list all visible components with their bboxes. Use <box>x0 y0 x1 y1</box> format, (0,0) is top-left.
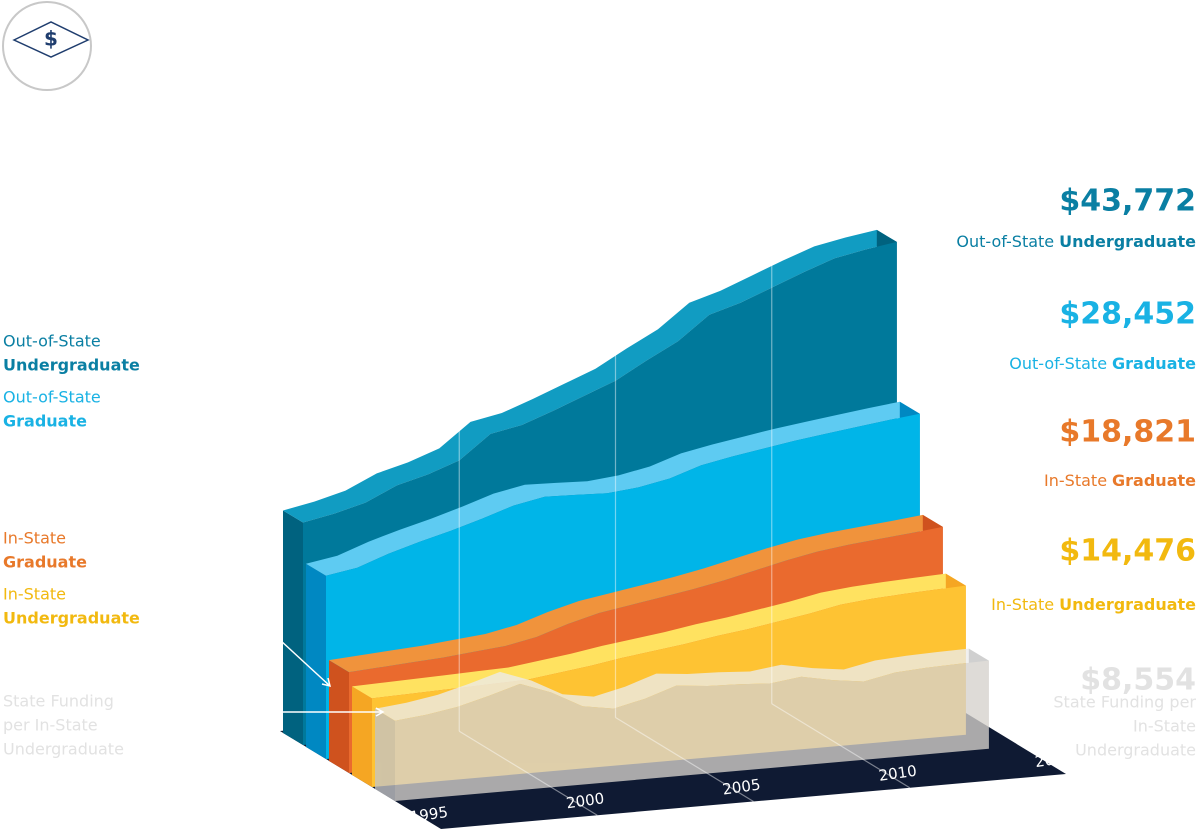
legend-label: Undergraduate <box>3 609 140 628</box>
end-label: In-State Graduate <box>1044 471 1196 490</box>
legend-label: In-State <box>3 529 66 548</box>
legend-label: Out-of-State <box>3 332 101 351</box>
legend-label: per In-State <box>3 716 98 735</box>
legend-label: Out-of-State <box>3 388 101 407</box>
arrows <box>279 639 385 717</box>
end-label: In-State <box>1133 717 1196 736</box>
x-tick-label: 2015 <box>1034 748 1074 771</box>
x-tick-label: 2005 <box>721 775 761 798</box>
end-label-part: In-State <box>1044 471 1107 490</box>
end-label: Undergraduate <box>1075 741 1196 760</box>
end-label-part: Out-of-State <box>956 232 1054 251</box>
legend-label: In-State <box>3 585 66 604</box>
end-label-part: Undergraduate <box>1059 595 1196 614</box>
end-label: State Funding per <box>1053 693 1196 712</box>
x-tick-label: 2010 <box>878 762 918 785</box>
legend-label: Undergraduate <box>3 356 140 375</box>
grid-line <box>615 716 754 803</box>
layer-top <box>329 514 943 673</box>
end-value-label: $14,476 <box>1059 534 1196 569</box>
layer-top <box>352 573 966 699</box>
layer-top <box>283 229 897 523</box>
layer-side <box>306 563 326 759</box>
legend-label: Graduate <box>3 553 87 572</box>
layer-side <box>283 510 303 745</box>
grid-line <box>771 703 911 789</box>
area <box>395 660 989 801</box>
icon-circle <box>2 1 92 91</box>
legend-label: State Funding <box>3 692 114 711</box>
layer-side <box>329 660 349 773</box>
layer-side <box>352 686 372 787</box>
grid-line <box>458 730 598 816</box>
legend-label: Graduate <box>3 412 87 431</box>
layer-top <box>306 401 920 576</box>
x-tick-label: 1995 <box>409 803 449 826</box>
end-label-part: Graduate <box>1112 354 1196 373</box>
legend-label: Undergraduate <box>3 740 124 759</box>
x-tick-label: 2000 <box>565 789 605 812</box>
layer-side <box>375 708 395 801</box>
arrow <box>280 707 385 717</box>
arrow <box>279 639 332 688</box>
end-value-label: $8,554 <box>1080 663 1196 698</box>
end-value-label: $28,452 <box>1059 297 1196 332</box>
icon-diamond <box>12 21 90 58</box>
layer <box>375 648 989 801</box>
end-value-label: $18,821 <box>1059 415 1196 450</box>
end-label: Out-of-State Undergraduate <box>956 232 1196 251</box>
icon-symbol: $ <box>44 27 58 51</box>
end-label-part: Undergraduate <box>1059 232 1196 251</box>
end-value-label: $43,772 <box>1059 184 1196 219</box>
end-label-part: In-State <box>991 595 1054 614</box>
end-label-part: Out-of-State <box>1009 354 1107 373</box>
end-label: In-State Undergraduate <box>991 595 1196 614</box>
end-label-part: Graduate <box>1112 471 1196 490</box>
end-label: Out-of-State Graduate <box>1009 354 1196 373</box>
layer-top <box>375 648 989 721</box>
icon: $ <box>2 1 92 91</box>
